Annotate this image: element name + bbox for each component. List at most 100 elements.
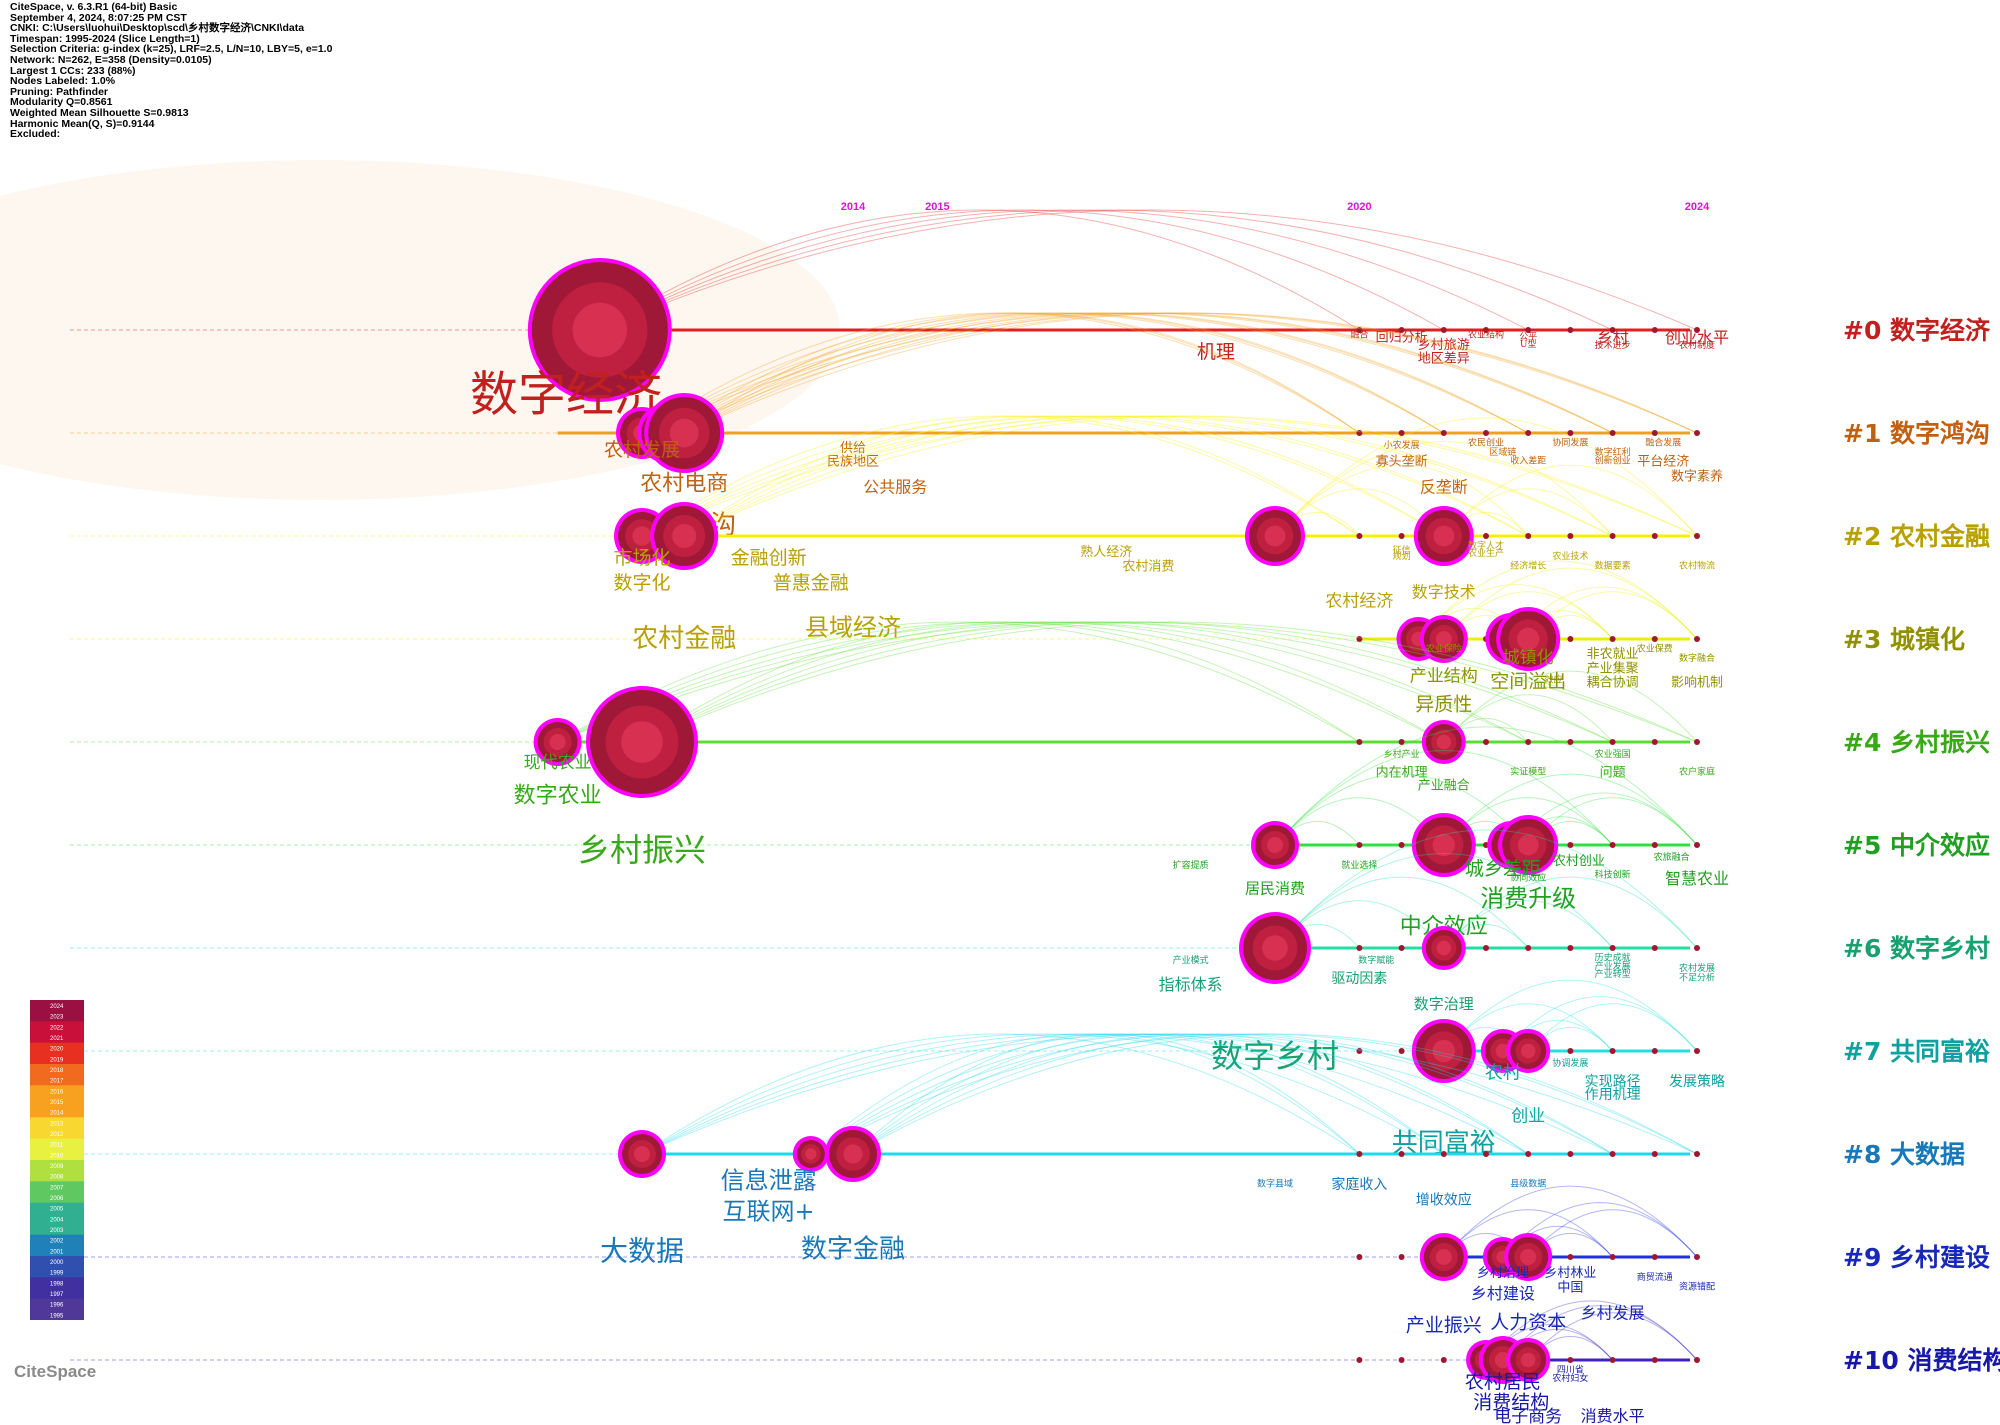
timeline-dot bbox=[1651, 1254, 1658, 1260]
year-color-bar: 2024 2023 2022 2021 2020 2019 2018 2017 2016 2015… bbox=[30, 1000, 84, 1320]
timeline-dot bbox=[1651, 739, 1658, 745]
run-info-header: CiteSpace, v. 6.3.R1 (64-bit) Basic Septe… bbox=[10, 2, 332, 140]
legend-swatch bbox=[30, 1064, 84, 1076]
timeline-dot bbox=[1567, 1254, 1574, 1260]
timeline-dot bbox=[1356, 1151, 1363, 1157]
timeline-dot bbox=[1651, 327, 1658, 333]
legend-year-label: 2006 bbox=[50, 1196, 64, 1202]
legend-year-label: 2014 bbox=[50, 1111, 64, 1117]
legend-year-label: 2023 bbox=[50, 1015, 64, 1021]
node-label-small: 产业转型 bbox=[1595, 968, 1631, 980]
cluster-link-arc bbox=[683, 312, 1698, 434]
legend-year-label: 2005 bbox=[50, 1207, 64, 1213]
cluster-link-arc bbox=[810, 1033, 1613, 1155]
cluster-row-1: 农村发展农村电商数字鸿沟公共服务反垄断供给民族地区小农发展寡头垄断农民创业区域链… bbox=[70, 312, 1723, 541]
node-label-small: 农村消费 bbox=[1122, 559, 1174, 574]
node-label-large: 农村电商 bbox=[640, 471, 728, 496]
node-label-large: 家庭收入 bbox=[1331, 1176, 1387, 1193]
cluster-link-arc bbox=[599, 209, 1613, 331]
cluster-link-arc bbox=[683, 312, 1445, 434]
node-label-large: 互联网+ bbox=[723, 1198, 815, 1226]
node-center bbox=[572, 302, 627, 358]
cluster-link-arc bbox=[599, 209, 1445, 331]
node-center bbox=[1262, 935, 1288, 961]
node-label-large: 影响机制 bbox=[1671, 675, 1723, 691]
cluster-link-arc bbox=[641, 1033, 1613, 1155]
legend-year-label: 1996 bbox=[50, 1303, 64, 1309]
cluster-link-arc bbox=[1485, 1300, 1698, 1361]
node-label-large: 空间溢出 bbox=[1490, 671, 1566, 693]
cluster-link-arc bbox=[599, 209, 1529, 331]
node-label-large: 农村发展 bbox=[604, 439, 680, 461]
cluster-link-arc bbox=[683, 415, 1613, 537]
node-label-large: 作用机理 bbox=[1585, 1087, 1641, 1103]
node-label-large: 城乡差距 bbox=[1465, 858, 1541, 880]
node-label-small: 协同发展 bbox=[1552, 437, 1588, 449]
cluster-link-arc bbox=[810, 1033, 1445, 1155]
year-color-legend: 2024 2023 2022 2021 2020 2019 2018 2017 2016 2015… bbox=[30, 1000, 84, 1320]
timeline-dot bbox=[1567, 739, 1574, 745]
legend-year-label: 2000 bbox=[50, 1260, 64, 1266]
timeline-dot bbox=[1609, 327, 1616, 333]
node-label-small: 小农发展 bbox=[1384, 439, 1420, 451]
node-label-small: 产业模式 bbox=[1173, 954, 1209, 966]
legend-year-label: 2016 bbox=[50, 1089, 64, 1095]
cluster-link-arc bbox=[1527, 1312, 1698, 1361]
timeline-dot bbox=[1609, 945, 1616, 951]
node-label-small: U型 bbox=[1520, 339, 1537, 350]
node-label-small: 平台经济 bbox=[1637, 454, 1689, 469]
node-center bbox=[669, 418, 699, 448]
node-label-large: 乡村发展 bbox=[1581, 1304, 1645, 1323]
legend-year-label: 2010 bbox=[50, 1153, 64, 1159]
cluster-link-arc bbox=[683, 312, 1529, 434]
cluster-link-arc bbox=[641, 621, 1698, 743]
node-label-large: 居民消费 bbox=[1245, 880, 1305, 898]
cluster-link-arc bbox=[1274, 852, 1613, 949]
timeline-dot bbox=[1609, 1357, 1616, 1363]
node-label-large: 农村经济 bbox=[1325, 591, 1393, 611]
cluster-link-arc bbox=[1274, 749, 1613, 846]
node-label-large: 乡村振兴 bbox=[578, 831, 706, 869]
timeline-dot bbox=[1440, 1357, 1447, 1363]
cluster-link-arc bbox=[641, 312, 1613, 434]
node-center bbox=[1521, 1043, 1536, 1059]
legend-year-label: 2021 bbox=[50, 1036, 64, 1042]
node-label-small: 地区差异 bbox=[1418, 351, 1470, 366]
timeline-dot bbox=[1694, 945, 1700, 951]
timeline-dot bbox=[1651, 1151, 1658, 1157]
node-label-small: 融合 bbox=[1350, 329, 1368, 341]
node-label-small: 农户家庭 bbox=[1679, 765, 1715, 777]
node-label-large: 现代农业 bbox=[524, 753, 592, 773]
node-center bbox=[1520, 1249, 1537, 1265]
timeline-dot bbox=[1356, 1048, 1363, 1054]
node-center bbox=[805, 1148, 817, 1160]
node-label-large: 信息泄露 bbox=[721, 1167, 817, 1195]
cluster-link-arc bbox=[810, 1033, 1529, 1155]
node-center bbox=[1436, 940, 1452, 956]
timeline-dot bbox=[1356, 533, 1363, 539]
node-label-small: 不足分析 bbox=[1679, 971, 1715, 983]
legend-year-label: 1998 bbox=[50, 1281, 64, 1287]
timeline-dot bbox=[1525, 533, 1532, 539]
node-label-large: 非农就业 bbox=[1587, 647, 1639, 662]
node-label-small: 农村发展 bbox=[1679, 962, 1715, 974]
node-label-large: 产业结构 bbox=[1410, 666, 1478, 686]
node-label-large: 驱动因素 bbox=[1331, 971, 1387, 987]
cluster-link-arc bbox=[1443, 900, 1613, 949]
legend-year-label: 2004 bbox=[50, 1217, 64, 1223]
node-label-small: 农村妇女 bbox=[1552, 1372, 1588, 1384]
cluster-link-arc bbox=[1274, 417, 1698, 537]
timeline-dot bbox=[1567, 430, 1574, 436]
cluster-link-arc bbox=[683, 415, 1445, 537]
timeline-dot bbox=[1483, 327, 1489, 333]
legend-swatch bbox=[30, 1170, 84, 1182]
timeline-dot bbox=[1398, 1254, 1405, 1260]
cluster-link-arc bbox=[1443, 670, 1698, 743]
cluster-link-arc bbox=[557, 621, 1445, 743]
node-center bbox=[1435, 631, 1452, 647]
node-label-small: 数据要素 bbox=[1595, 559, 1631, 571]
node-label-small: 收入差距 bbox=[1510, 454, 1546, 466]
node-label-large: 异质性 bbox=[1415, 693, 1472, 715]
